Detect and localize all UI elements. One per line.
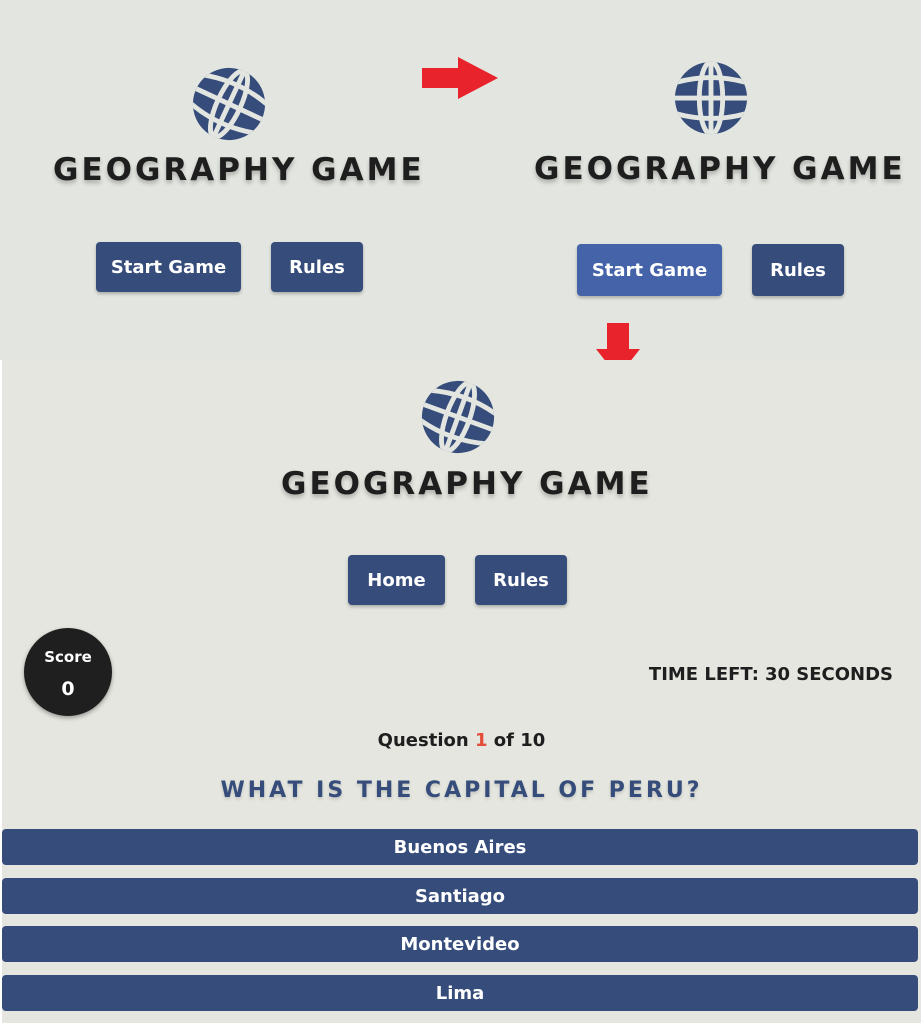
score-value: 0 [61, 678, 75, 700]
score-label: Score [44, 648, 92, 666]
question-current-number: 1 [474, 730, 488, 751]
page-title: GEOGRAPHY GAME [534, 151, 906, 187]
home-hover-screen-preview: GEOGRAPHY GAME Start Game Rules [460, 0, 921, 320]
home-screen-preview: GEOGRAPHY GAME Start Game Rules [0, 0, 460, 360]
home-button[interactable]: Home [348, 555, 445, 605]
answer-option[interactable]: Montevideo [2, 926, 918, 962]
answer-option[interactable]: Santiago [2, 878, 918, 914]
globe-icon [190, 65, 268, 143]
rules-button[interactable]: Rules [271, 242, 363, 292]
rules-button[interactable]: Rules [752, 244, 844, 296]
timer-label: TIME LEFT: [648, 664, 759, 685]
page-title: GEOGRAPHY GAME [281, 466, 653, 502]
arrow-right-icon [422, 57, 498, 99]
answer-option[interactable]: Lima [2, 975, 918, 1011]
timer-value: 30 SECONDS [764, 664, 893, 685]
game-screen: GEOGRAPHY GAME Home Rules Score 0 TIME L… [0, 360, 921, 1023]
globe-icon [419, 378, 497, 456]
question-counter-prefix: Question [377, 730, 469, 751]
score-badge: Score 0 [24, 628, 112, 716]
rules-button[interactable]: Rules [475, 555, 567, 605]
question-counter-separator: of [493, 730, 514, 751]
start-game-button[interactable]: Start Game [96, 242, 241, 292]
answer-option[interactable]: Buenos Aires [2, 829, 918, 865]
question-counter: Question 1 of 10 [2, 730, 921, 751]
timer: TIME LEFT: 30 SECONDS [649, 664, 893, 685]
question-total-number: 10 [520, 730, 546, 751]
start-game-button[interactable]: Start Game [577, 244, 722, 296]
question-text: WHAT IS THE CAPITAL OF PERU? [220, 778, 703, 803]
page-title: GEOGRAPHY GAME [53, 152, 425, 188]
globe-icon [672, 59, 750, 137]
arrow-down-icon [596, 323, 640, 377]
